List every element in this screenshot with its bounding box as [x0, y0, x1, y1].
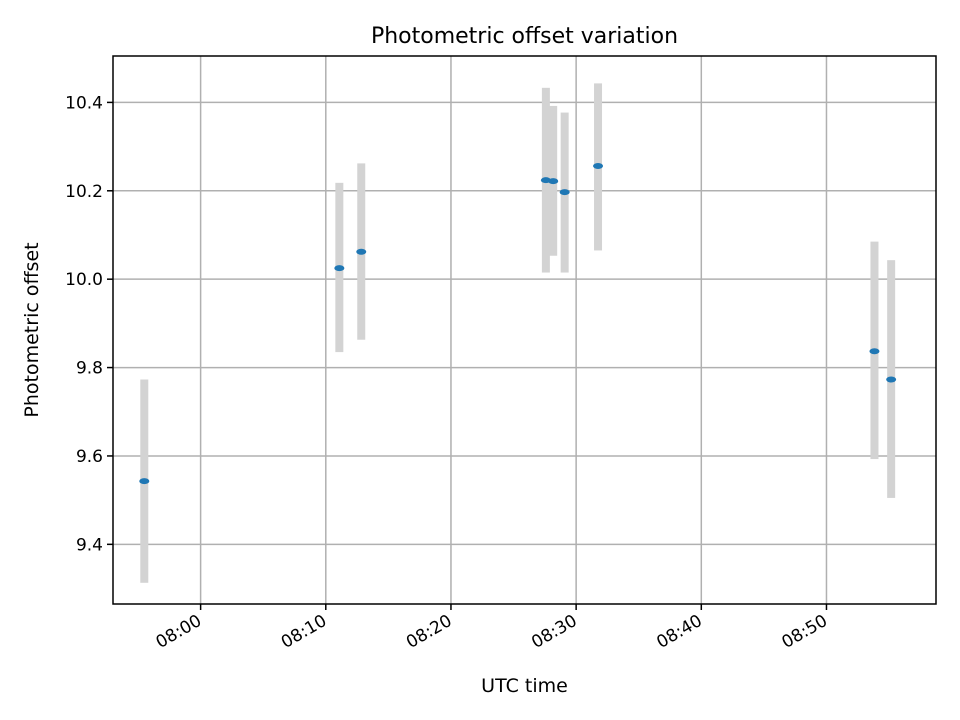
- y-tick-label: 10.2: [65, 182, 103, 202]
- data-point: [559, 189, 570, 196]
- data-point: [886, 376, 897, 383]
- error-bars: [140, 83, 896, 583]
- y-tick-label: 10.4: [65, 93, 103, 113]
- x-axis-ticks: 08:00 08:10 08:20 08:30 08:40 08:50: [153, 604, 831, 653]
- y-axis-label: Photometric offset: [21, 242, 43, 417]
- data-point: [356, 248, 367, 255]
- plot-frame: [112, 55, 937, 605]
- x-tick-label: 08:20: [403, 611, 455, 653]
- x-tick-label: 08:30: [528, 611, 580, 653]
- x-tick-label: 08:10: [278, 611, 330, 653]
- y-tick-label: 10.0: [65, 270, 103, 290]
- y-tick-label: 9.6: [76, 447, 103, 467]
- y-tick-label: 9.8: [76, 359, 103, 379]
- x-axis-label: UTC time: [481, 675, 568, 697]
- x-tick-label: 08:50: [779, 611, 831, 653]
- data-point: [593, 163, 604, 170]
- x-tick-label: 08:00: [153, 611, 205, 653]
- chart-title: Photometric offset variation: [371, 24, 678, 49]
- data-point: [869, 348, 880, 355]
- y-tick-label: 9.4: [76, 535, 103, 555]
- x-tick-label: 08:40: [653, 611, 705, 653]
- y-axis-ticks: 9.4 9.6 9.8 10.0 10.2 10.4: [65, 93, 113, 555]
- data-points: [139, 163, 897, 485]
- data-point: [334, 265, 345, 272]
- data-point: [139, 478, 150, 485]
- grid: [113, 56, 936, 604]
- data-point: [548, 178, 559, 185]
